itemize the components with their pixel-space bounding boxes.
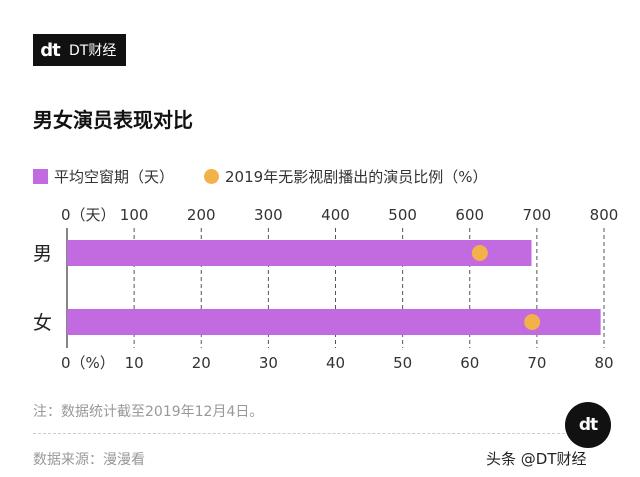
bottom-tick-label: 40 [326,354,345,372]
top-tick-label: 300 [254,206,283,224]
bar [67,240,532,266]
bottom-tick-label: 60 [460,354,479,372]
top-tick-label: 200 [187,206,216,224]
legend: 平均空窗期（天） 2019年无影视剧播出的演员比例（%） [33,166,487,187]
top-tick-label: 600 [455,206,484,224]
bottom-tick-label: 20 [192,354,211,372]
brand-name: DT财经 [67,34,127,66]
legend-dot-label: 2019年无影视剧播出的演员比例（%） [225,168,488,186]
footer-divider [33,433,605,434]
bottom-tick-label: 80 [594,354,613,372]
watermark-text: 头条 @DT财经 [486,450,587,468]
legend-dot-swatch [204,169,220,184]
bottom-tick-label: 0（%） [61,354,115,372]
legend-bar-label: 平均空窗期（天） [54,168,175,186]
top-tick-label: 800 [590,206,619,224]
legend-bar-swatch [33,169,48,184]
category-label: 女 [33,312,52,334]
footnote: 注：数据统计截至2019年12月4日。 [33,404,264,420]
category-label: 男 [33,243,52,265]
bottom-tick-label: 10 [125,354,144,372]
bar [67,309,601,335]
data-source: 数据来源：漫漫看 [33,452,145,468]
top-tick-label: 500 [388,206,417,224]
top-tick-label: 100 [120,206,149,224]
top-tick-label: 400 [321,206,350,224]
watermark-badge: dt [565,402,611,448]
top-tick-label: 0（天） [61,206,116,224]
bottom-tick-label: 30 [259,354,278,372]
top-tick-label: 700 [523,206,552,224]
ratio-dot [524,314,541,330]
chart-title: 男女演员表现对比 [33,108,193,132]
brand-logo: dt DT财经 [33,34,127,66]
bottom-tick-label: 70 [527,354,546,372]
bottom-tick-label: 50 [393,354,412,372]
ratio-dot [471,245,488,261]
brand-mark: dt [33,34,67,66]
